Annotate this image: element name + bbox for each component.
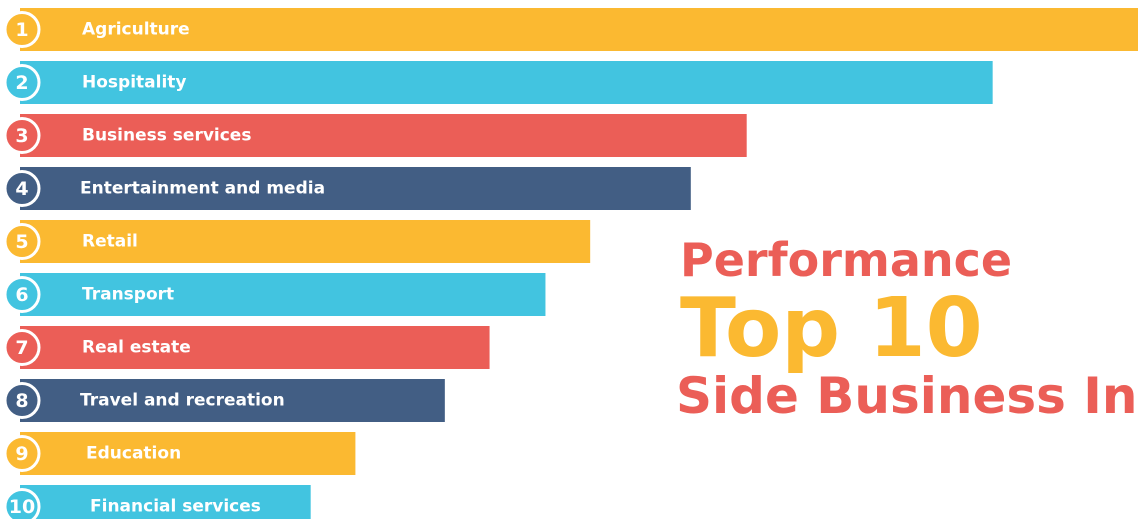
bar-label: Transport: [82, 285, 174, 305]
bar-label: Travel and recreation: [80, 391, 285, 411]
rank-label: 2: [15, 72, 28, 94]
bar: [20, 326, 490, 369]
bar-label: Business services: [82, 126, 251, 146]
bar-label: Agriculture: [82, 20, 190, 40]
bar: [20, 114, 747, 157]
rank-badge: [3, 488, 41, 519]
rank-badge: [3, 170, 41, 207]
rank-badge: [3, 117, 41, 154]
bar: [20, 379, 445, 422]
rank-badge: [3, 382, 41, 419]
bar-label: Real estate: [82, 338, 191, 358]
rank-badge: [3, 64, 41, 101]
bar: [20, 8, 1138, 51]
rank-label: 9: [15, 443, 28, 465]
rank-label: 6: [15, 284, 28, 306]
bar: [20, 273, 546, 316]
rank-badge: [3, 276, 41, 313]
bar-label: Entertainment and media: [80, 179, 325, 199]
rank-badge: [3, 435, 41, 472]
rank-label: 10: [9, 496, 35, 518]
bar-label: Hospitality: [82, 73, 186, 93]
rank-label: 4: [15, 178, 28, 200]
rank-badge: [3, 329, 41, 366]
rank-label: 8: [15, 390, 28, 412]
bar-label: Education: [86, 444, 181, 464]
chart-title: Performance: [680, 233, 1012, 287]
rank-badge: [3, 11, 41, 48]
chart-title: Top 10: [680, 281, 983, 376]
bar: [20, 485, 311, 519]
bar: [20, 61, 993, 104]
bar-label: Retail: [82, 232, 138, 252]
bar-label: Financial services: [90, 497, 261, 517]
bar: [20, 167, 691, 210]
rank-label: 5: [15, 231, 28, 253]
rank-label: 3: [15, 125, 28, 147]
rank-label: 1: [15, 19, 28, 41]
bar: [20, 432, 356, 475]
rank-label: 7: [15, 337, 28, 359]
bar: [20, 220, 591, 263]
rank-badge: [3, 223, 41, 260]
chart-title: Side Business Inc: [676, 367, 1138, 425]
